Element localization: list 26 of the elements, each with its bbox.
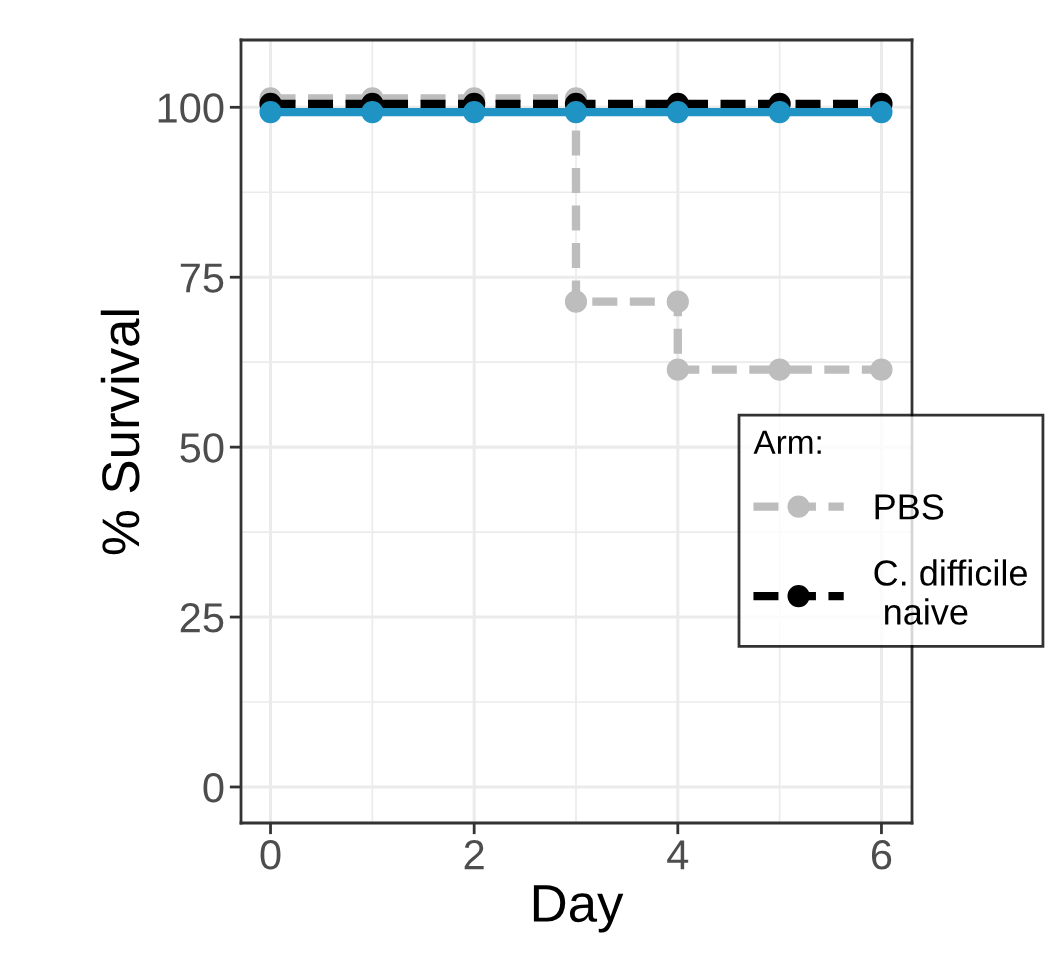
point (259, 100, 282, 124)
point (666, 100, 689, 124)
point (463, 100, 486, 124)
legend-title: Arm: (753, 430, 821, 454)
point (666, 358, 689, 381)
x-tick-label: 4 (667, 840, 689, 870)
y-tick-label: 50 (180, 433, 224, 463)
legend-label: C. difficile naive (874, 559, 1027, 625)
point (564, 290, 588, 313)
point (870, 358, 893, 381)
y-tick-label: 100 (158, 93, 224, 123)
y-tick-label: 25 (180, 603, 224, 633)
y-axis-title: % Survival (100, 310, 140, 555)
point (666, 290, 689, 313)
y-tick-label: 0 (203, 772, 224, 803)
point (768, 358, 791, 381)
point (564, 100, 588, 124)
x-tick-label: 2 (464, 840, 484, 870)
point (361, 100, 384, 124)
x-axis-title: Day (533, 885, 624, 933)
point (768, 100, 791, 124)
y-tick-label: 75 (180, 263, 224, 293)
point (870, 100, 893, 124)
legend-label: PBS (875, 494, 944, 520)
x-tick-label: 0 (260, 840, 281, 870)
x-tick-label: 6 (871, 840, 892, 870)
